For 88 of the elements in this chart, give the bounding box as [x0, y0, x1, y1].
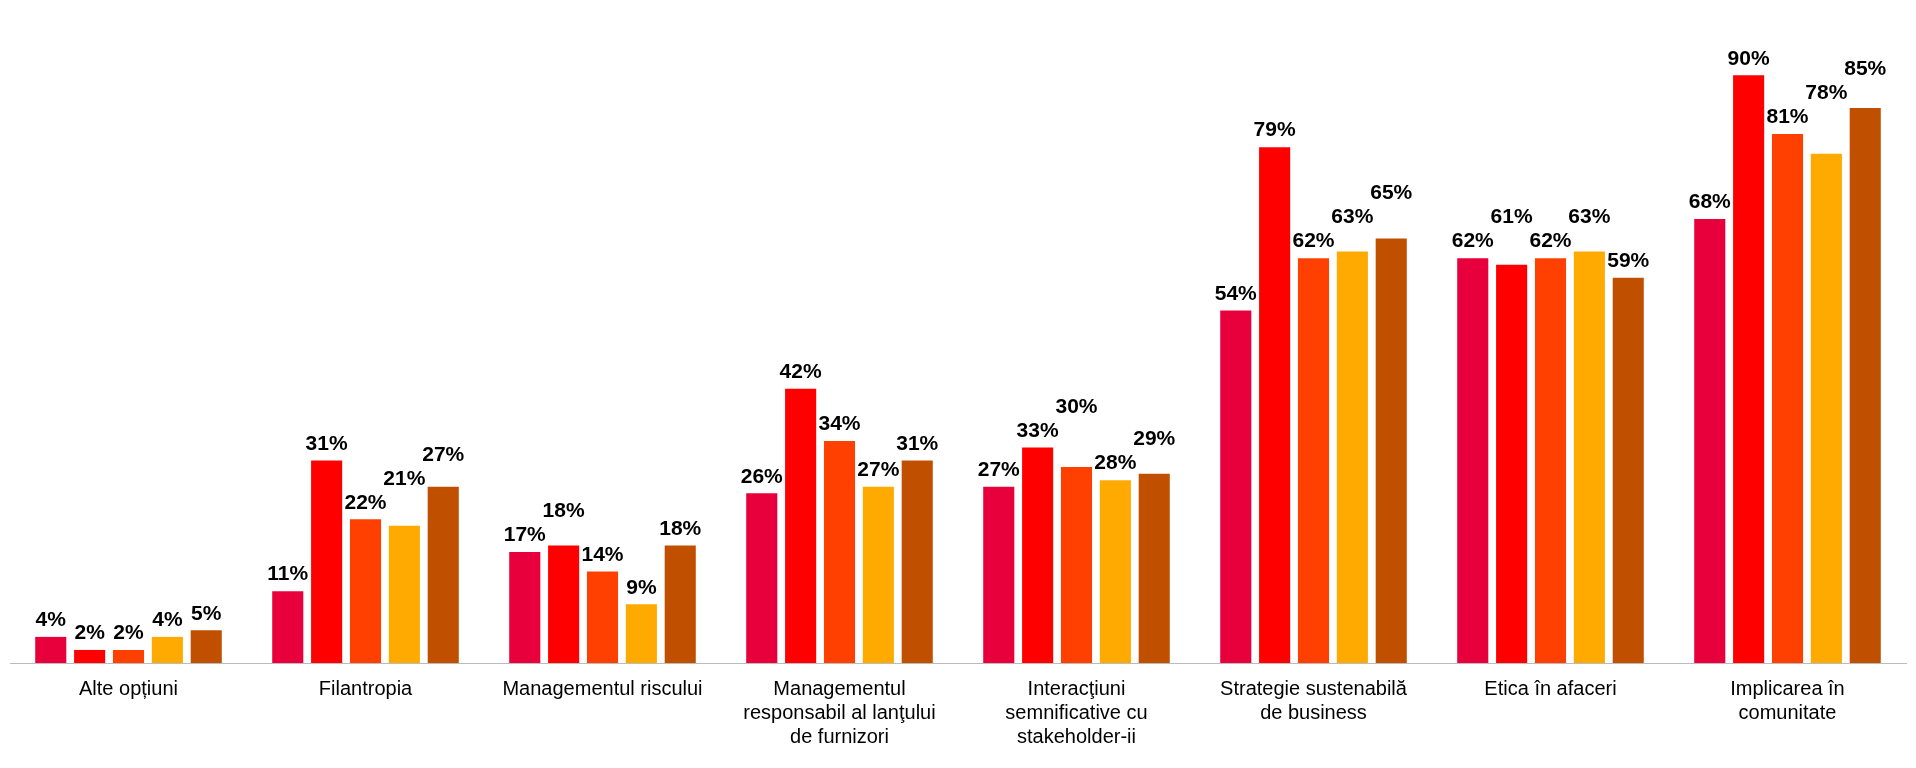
data-label: 62% [1529, 228, 1572, 252]
data-label: 59% [1607, 248, 1650, 272]
bar [785, 388, 817, 663]
data-label: 28% [1094, 450, 1137, 474]
data-label: 21% [383, 465, 426, 489]
data-label: 68% [1688, 189, 1732, 213]
bar [1457, 258, 1489, 663]
bar [1694, 218, 1726, 663]
data-label: 90% [1727, 45, 1770, 69]
bar [1612, 277, 1644, 663]
data-label: 31% [305, 430, 348, 454]
data-label: 62% [1292, 228, 1335, 252]
x-tick-label: Etica în afaceri [1484, 676, 1617, 699]
bar [664, 545, 696, 663]
x-tick-label: Managementul riscului [502, 676, 703, 699]
data-label: 62% [1451, 228, 1495, 252]
data-label: 65% [1370, 180, 1413, 204]
x-tick-label: Managementul responsabil al lanţului de furnizori [743, 676, 936, 747]
bar [1259, 147, 1291, 663]
data-label: 31% [896, 430, 939, 454]
x-tick-label: Implicarea în comunitate [1730, 676, 1845, 723]
bar [388, 525, 420, 663]
data-label: 85% [1844, 56, 1887, 80]
bar [1573, 251, 1605, 663]
bar [862, 486, 894, 663]
data-label: 4% [35, 607, 67, 631]
bar [746, 493, 778, 663]
bar [272, 591, 304, 663]
bar [1022, 447, 1054, 663]
data-label: 27% [977, 456, 1021, 480]
bar [1336, 251, 1368, 663]
bar [1375, 238, 1407, 663]
bar [1810, 153, 1842, 663]
bar [509, 551, 541, 663]
data-label: 33% [1016, 417, 1059, 441]
data-label: 18% [542, 498, 585, 522]
data-label: 78% [1805, 80, 1848, 104]
data-label: 22% [344, 489, 387, 513]
x-tick-label: Filantropia [318, 676, 414, 699]
data-label: 61% [1490, 204, 1533, 228]
bar [1733, 75, 1765, 663]
bar [74, 649, 106, 663]
data-label: 18% [659, 515, 702, 539]
bar [1849, 107, 1881, 663]
bar [1771, 134, 1804, 663]
data-label: 9% [626, 574, 657, 598]
bar [1099, 480, 1131, 663]
data-label: 2% [74, 620, 106, 644]
bar [1496, 264, 1528, 663]
bar [983, 486, 1015, 663]
bar [1297, 258, 1330, 663]
x-tick-label: Strategie sustenabilă de business [1220, 676, 1408, 723]
data-label: 27% [422, 441, 465, 465]
data-label: 5% [191, 600, 222, 624]
data-label: 63% [1568, 204, 1611, 228]
bar [151, 636, 183, 663]
bar [1138, 473, 1170, 663]
bar [190, 630, 222, 663]
bar [311, 460, 343, 663]
x-tick-label: Interacţiuni semnificative cu stakeholder-ii [1005, 676, 1148, 747]
data-label: 81% [1766, 104, 1809, 128]
data-label: 42% [779, 359, 822, 383]
bar [349, 519, 382, 663]
bar [625, 604, 657, 663]
bar [548, 545, 580, 663]
bar [1060, 467, 1093, 663]
bar [35, 636, 67, 663]
bar [1220, 310, 1252, 663]
bar [901, 460, 933, 663]
bar [586, 571, 619, 663]
data-label: 79% [1253, 117, 1296, 141]
bar [823, 440, 856, 663]
data-label: 63% [1331, 204, 1374, 228]
data-label: 26% [740, 463, 784, 487]
data-label: 2% [113, 620, 144, 644]
x-tick-label: Alte opțiuni [79, 676, 178, 699]
bar [1534, 258, 1567, 663]
data-label: 29% [1133, 426, 1176, 450]
data-label: 54% [1214, 280, 1258, 304]
data-label: 17% [503, 522, 547, 546]
data-label: 30% [1055, 393, 1098, 417]
data-label: 14% [581, 541, 624, 565]
data-label: 11% [267, 561, 309, 585]
bar [112, 649, 145, 663]
data-label: 34% [818, 411, 861, 435]
data-label: 27% [857, 456, 900, 480]
bar [427, 486, 459, 663]
data-label: 4% [152, 607, 183, 631]
